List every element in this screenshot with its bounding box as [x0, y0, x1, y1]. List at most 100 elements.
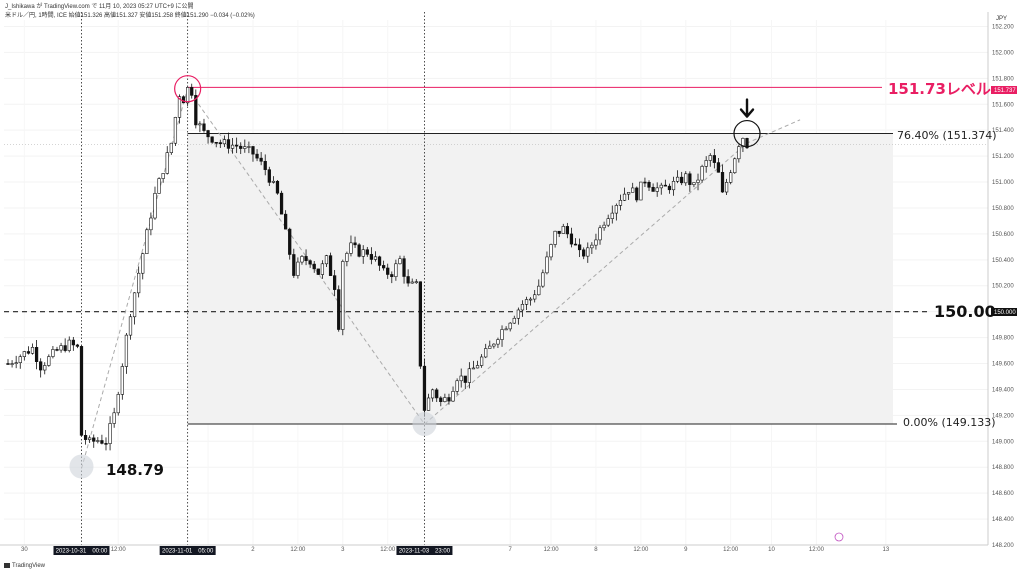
candle-body [194, 95, 198, 126]
price-tick-label: 150.600 [992, 232, 1014, 238]
candle-body [496, 339, 500, 345]
candle-body [251, 146, 255, 155]
candle-body [18, 356, 22, 364]
candle-body [626, 192, 631, 195]
candle-body [255, 153, 259, 159]
candle-body [557, 230, 561, 234]
candle-body [667, 185, 672, 191]
candle-body [300, 256, 304, 263]
time-tick-label: 12:00 [723, 547, 739, 553]
candle-body [516, 309, 520, 319]
high-circle-mark [174, 75, 202, 103]
candle-body [222, 139, 227, 145]
candle-body [565, 226, 569, 235]
candle-body [279, 192, 284, 215]
candle-body [137, 272, 141, 294]
candle-body [10, 363, 14, 365]
time-tick-label: 12:00 [380, 547, 396, 553]
candle-body [275, 180, 280, 194]
candle-body [618, 199, 623, 206]
candle-body [675, 176, 680, 182]
price-tick-label: 152.000 [992, 50, 1014, 56]
time-axis: 30 12:00 12:00 2 12:00 3 12:00 7 12:00 8 12:00 9 12:… [0, 544, 988, 555]
time-tick-label: 2 [251, 547, 255, 553]
candle-body [226, 139, 231, 149]
candle-body [51, 349, 55, 357]
candle-body [292, 254, 296, 276]
candle-body [161, 173, 165, 179]
candle-body [647, 181, 651, 188]
price-tick-label: 148.800 [992, 465, 1014, 471]
candle-body [724, 182, 729, 193]
candle-body [263, 160, 267, 170]
candle-body [386, 267, 390, 275]
candle-body [622, 193, 627, 201]
candle-body [296, 261, 300, 276]
candle-body [324, 255, 329, 265]
time-tick-label: 12:00 [111, 547, 127, 553]
candle-body [508, 322, 512, 330]
candle-body [14, 362, 18, 365]
candle-body [341, 261, 345, 330]
candle-body [377, 256, 382, 266]
time-tick-label: 12:00 [633, 547, 649, 553]
symbol-ohlc-line: 米ドル／円, 1時間, ICE 始値151.326 高値151.327 安値15… [5, 13, 255, 19]
level-150-badge: 150.000 [994, 310, 1016, 316]
candle-body [553, 230, 557, 245]
candle-body [373, 256, 378, 260]
candle-body [422, 365, 427, 411]
annotation-marks [69, 75, 844, 542]
candle-body [267, 169, 271, 183]
price-tick-label: 148.400 [992, 517, 1014, 523]
candle-body [712, 155, 716, 163]
candle-body [545, 256, 549, 274]
candle-body [651, 186, 655, 192]
price-tick-label: 148.200 [992, 543, 1014, 549]
price-tick-label: 151.600 [992, 102, 1014, 108]
candle-body [541, 272, 545, 287]
candle-body [349, 242, 353, 254]
candle-body [43, 365, 47, 371]
candle-body [484, 348, 488, 358]
candle-body [186, 87, 190, 104]
candle-body [149, 217, 153, 231]
candle-body [479, 356, 484, 366]
level-150-label: 150.00 [934, 302, 996, 321]
candle-body [602, 224, 606, 229]
price-tick-label: 151.200 [992, 154, 1014, 160]
candle-body [680, 176, 684, 184]
highlight-time-label: 2023-11-03 23:00 [399, 549, 451, 555]
candle-body [426, 397, 431, 411]
time-tick-label: 8 [594, 547, 598, 553]
candle-body [524, 299, 529, 305]
candle-body [671, 181, 676, 191]
time-tick-label: 9 [684, 547, 688, 553]
candle-body [75, 344, 80, 347]
highlight-time-label: 2023-10-31 00:00 [56, 549, 108, 555]
candle-body [430, 389, 435, 399]
candle-body [104, 443, 108, 445]
candle-body [614, 205, 618, 214]
candle-body [120, 366, 124, 395]
candle-body [243, 146, 247, 149]
candle-body [369, 254, 374, 260]
price-tick-label: 151.800 [992, 76, 1014, 82]
candle-body [34, 347, 39, 363]
tradingview-logo-icon [4, 563, 10, 568]
level-150-badge-bg [991, 308, 1017, 316]
fib-retracement-zone [187, 133, 893, 425]
low-circle-mark [412, 412, 437, 437]
candle-body [100, 440, 104, 444]
price-tick-label: 148.600 [992, 491, 1014, 497]
candle-body [108, 423, 112, 444]
swing-low-label: 148.79 [106, 461, 164, 479]
tradingview-brand: TradingView [4, 563, 45, 569]
event-marker-icon[interactable] [834, 532, 844, 542]
candle-body [312, 263, 316, 270]
time-tick-label: 30 [21, 547, 28, 553]
candle-body [235, 144, 239, 147]
candle-body [83, 435, 88, 440]
candle-body [475, 365, 480, 369]
candle-body [435, 389, 439, 399]
